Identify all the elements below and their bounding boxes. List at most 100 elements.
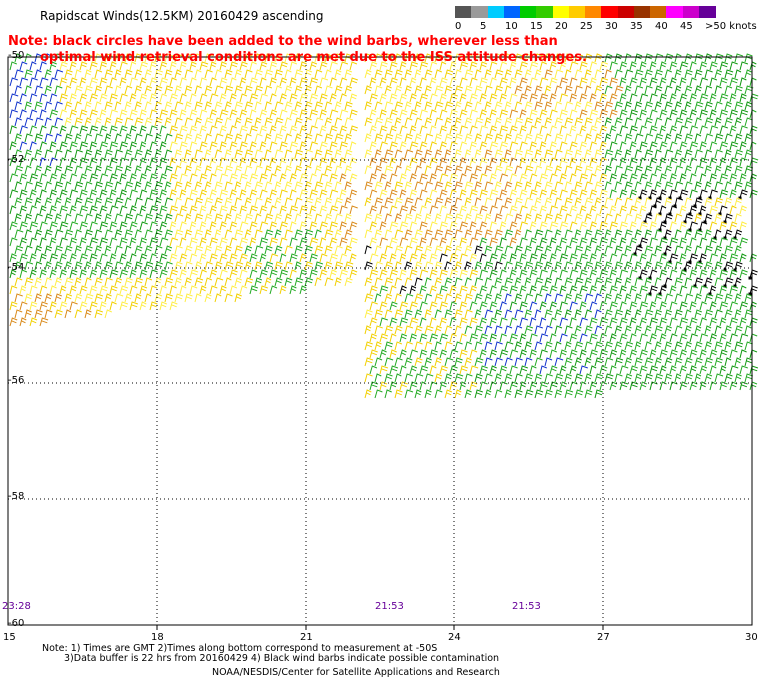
wind-barb xyxy=(389,125,398,135)
wind-barb xyxy=(59,109,68,119)
wind-barb xyxy=(504,85,512,95)
wind-barb xyxy=(729,317,739,327)
wind-barb xyxy=(499,349,509,359)
wind-barb xyxy=(394,197,403,207)
wind-barb xyxy=(629,237,638,247)
wind-barb xyxy=(694,149,703,159)
wind-barb xyxy=(324,197,333,207)
wind-barb xyxy=(679,301,688,311)
wind-barb xyxy=(639,317,648,327)
wind-barb xyxy=(269,141,278,151)
wind-barb xyxy=(464,149,472,159)
wind-barb xyxy=(269,237,278,247)
wind-barb xyxy=(309,173,317,183)
wind-barb xyxy=(239,93,248,103)
wind-barb xyxy=(489,93,498,103)
contamination-circle xyxy=(723,220,727,224)
wind-barb xyxy=(514,293,523,303)
wind-barb xyxy=(739,109,749,119)
wind-barb xyxy=(704,213,713,223)
wind-barb xyxy=(214,245,223,255)
wind-barb xyxy=(194,261,203,271)
wind-barb xyxy=(679,221,687,231)
wind-barb xyxy=(654,357,662,367)
wind-barb xyxy=(719,333,727,343)
wind-barb xyxy=(379,285,389,295)
wind-barb xyxy=(384,229,393,239)
wind-barb xyxy=(84,69,92,79)
wind-barb xyxy=(434,165,444,175)
wind-barb xyxy=(339,125,348,135)
wind-barb xyxy=(59,157,67,167)
wind-barb xyxy=(309,253,318,263)
wind-barb xyxy=(39,173,47,183)
wind-barb xyxy=(569,125,577,135)
wind-barb xyxy=(739,77,747,87)
wind-barb xyxy=(394,245,404,255)
wind-barb xyxy=(724,245,733,255)
wind-barb xyxy=(524,229,532,239)
wind-barb xyxy=(374,181,383,191)
wind-barb xyxy=(594,197,602,207)
wind-barb xyxy=(519,349,527,359)
wind-barb xyxy=(134,69,143,79)
wind-barb xyxy=(599,141,607,151)
wind-barb xyxy=(549,173,558,183)
wind-barb xyxy=(734,53,743,63)
wind-barb xyxy=(9,317,18,327)
wind-barb xyxy=(344,277,353,287)
wind-barb xyxy=(244,181,252,191)
wind-barb xyxy=(534,389,544,399)
wind-barb xyxy=(699,125,708,135)
lat-label: -50 xyxy=(8,50,25,61)
wind-barb xyxy=(394,53,402,63)
wind-barb xyxy=(559,141,568,151)
wind-barb xyxy=(409,61,419,71)
wind-barb xyxy=(689,221,698,231)
wind-barb xyxy=(709,205,718,215)
wind-barb xyxy=(424,149,433,159)
wind-barb xyxy=(529,173,538,183)
wind-barb xyxy=(494,197,503,207)
wind-barb xyxy=(569,333,578,343)
wind-barb xyxy=(749,333,758,343)
wind-barb xyxy=(614,309,624,319)
wind-barb xyxy=(389,349,397,359)
wind-barb xyxy=(669,125,678,135)
wind-barb xyxy=(499,333,507,343)
wind-barb xyxy=(204,197,214,207)
wind-barb xyxy=(439,77,448,87)
wind-barb xyxy=(659,349,668,359)
wind-barb xyxy=(464,197,472,207)
wind-barb xyxy=(384,357,394,367)
wind-barb xyxy=(494,85,503,95)
wind-barb xyxy=(614,133,623,143)
wind-barb xyxy=(49,173,58,183)
wind-barb xyxy=(89,253,98,263)
wind-barb xyxy=(244,85,253,95)
contamination-circle xyxy=(748,276,752,280)
map-title: Rapidscat Winds(12.5KM) 20160429 ascendi… xyxy=(40,9,324,23)
wind-barb xyxy=(564,117,574,127)
wind-barb xyxy=(69,269,78,279)
wind-barb xyxy=(494,69,504,79)
wind-barb xyxy=(409,189,418,199)
wind-barb xyxy=(684,373,693,383)
wind-barb xyxy=(234,181,242,191)
wind-barb xyxy=(654,69,663,79)
legend-color-swatch xyxy=(487,6,505,18)
wind-barb xyxy=(454,373,464,383)
wind-barb xyxy=(249,189,258,199)
wind-barb xyxy=(729,381,738,391)
wind-barb xyxy=(139,157,148,167)
wind-barb xyxy=(699,205,707,215)
wind-barb xyxy=(124,181,134,191)
wind-barb xyxy=(399,349,407,359)
wind-barb xyxy=(64,197,72,207)
wind-barb xyxy=(14,197,23,207)
wind-barb xyxy=(19,221,28,231)
wind-barb xyxy=(484,229,493,239)
wind-barb xyxy=(399,333,408,343)
wind-barb xyxy=(639,205,647,215)
legend-label: >50 knots xyxy=(705,21,757,32)
